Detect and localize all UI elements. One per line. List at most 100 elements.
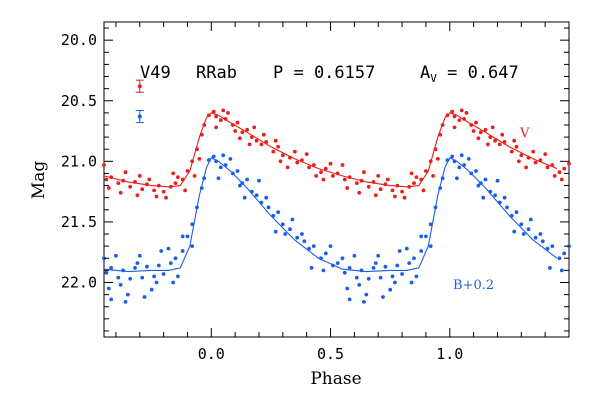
data-point	[390, 188, 395, 193]
data-point	[176, 274, 180, 279]
data-point	[180, 249, 185, 253]
data-point	[345, 286, 350, 291]
data-point	[483, 127, 488, 132]
data-point	[457, 165, 462, 170]
data-point	[238, 136, 242, 141]
data-point	[366, 276, 371, 281]
y-tick-label: 20.0	[61, 31, 97, 49]
data-point	[440, 176, 445, 181]
data-point	[366, 184, 371, 189]
data-point	[295, 235, 300, 240]
data-point	[230, 123, 235, 127]
data-point	[378, 275, 383, 280]
data-point	[140, 187, 145, 192]
data-point	[371, 266, 376, 270]
data-point	[226, 111, 230, 115]
data-point	[230, 171, 235, 176]
data-point	[116, 181, 121, 186]
data-point	[156, 263, 161, 268]
x-axis-label: Phase	[310, 369, 361, 389]
data-point	[123, 300, 128, 304]
data-point	[502, 195, 507, 200]
data-point	[240, 181, 245, 186]
data-point	[252, 125, 257, 130]
data-point	[457, 118, 462, 122]
data-point	[342, 177, 347, 182]
data-point	[125, 292, 130, 297]
data-point	[497, 200, 502, 205]
data-point	[364, 292, 369, 297]
data-point	[280, 153, 285, 158]
data-point	[211, 154, 216, 159]
data-point	[164, 195, 168, 200]
data-point	[280, 222, 285, 227]
data-point	[452, 125, 457, 130]
data-point	[428, 222, 433, 227]
data-point	[345, 186, 350, 190]
data-point	[235, 120, 240, 125]
data-point	[323, 251, 328, 256]
data-point	[452, 114, 457, 119]
data-point	[557, 256, 562, 261]
axis-ticks: 0.0 0.5 1.0 20.0 20.5 21.0 21.5 22.0	[61, 22, 570, 363]
data-point	[180, 234, 185, 239]
data-point	[173, 256, 178, 261]
data-point	[319, 256, 323, 261]
data-point	[273, 138, 278, 143]
data-point	[428, 244, 433, 249]
data-point	[400, 189, 404, 194]
y-tick-label: 20.5	[61, 92, 97, 110]
data-point	[493, 138, 497, 143]
data-point	[118, 190, 123, 195]
data-point	[340, 256, 345, 261]
data-point	[311, 244, 316, 249]
data-point	[409, 171, 414, 176]
data-point	[445, 113, 450, 118]
data-point	[285, 165, 290, 170]
data-point	[500, 132, 505, 137]
data-point	[545, 165, 550, 170]
data-point	[505, 205, 509, 210]
data-point	[512, 229, 517, 234]
data-point	[354, 181, 359, 186]
data-point	[488, 189, 493, 194]
data-point	[207, 113, 211, 118]
model-curve-0	[103, 112, 558, 188]
data-point	[283, 232, 288, 236]
data-point	[302, 239, 307, 244]
data-point	[202, 176, 207, 181]
data-point	[393, 194, 397, 199]
data-point	[404, 246, 409, 251]
data-point	[123, 170, 128, 175]
data-point	[455, 176, 459, 181]
data-point	[519, 222, 524, 227]
data-point	[216, 176, 221, 181]
data-point	[233, 129, 238, 133]
data-point	[402, 195, 407, 200]
data-point	[223, 117, 228, 121]
data-point	[145, 264, 149, 269]
amp-val: = 0.647	[437, 63, 519, 83]
data-point	[421, 188, 426, 193]
data-point	[397, 249, 402, 253]
data-point	[161, 189, 166, 194]
model-curves	[103, 112, 558, 273]
data-point	[562, 251, 567, 256]
data-point	[109, 175, 114, 180]
data-point	[259, 142, 264, 147]
data-point	[171, 171, 176, 176]
data-point	[450, 154, 455, 159]
data-point	[195, 205, 199, 210]
data-point	[147, 177, 152, 182]
data-point	[478, 130, 483, 135]
data-point	[135, 193, 140, 198]
data-point	[390, 274, 395, 279]
data-point	[488, 135, 493, 140]
data-point	[202, 123, 207, 127]
data-point	[514, 210, 519, 215]
data-point	[288, 155, 292, 160]
data-point	[543, 152, 548, 157]
data-point	[419, 177, 424, 182]
data-point	[567, 161, 571, 166]
data-point	[154, 280, 159, 285]
